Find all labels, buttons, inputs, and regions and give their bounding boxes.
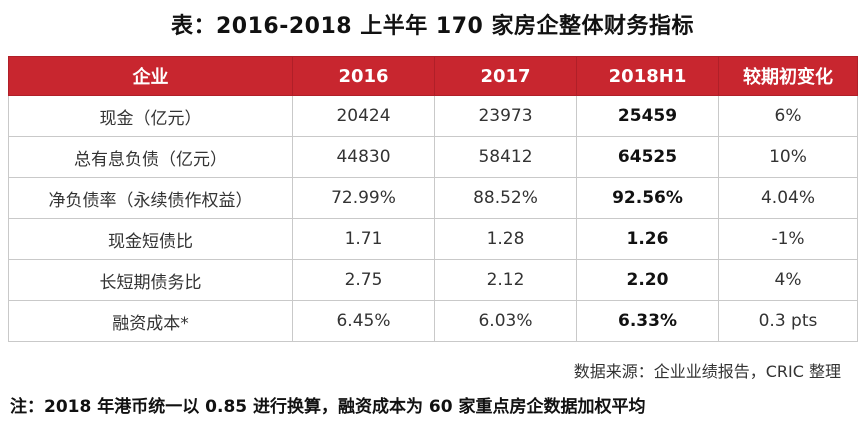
cell-2018h1: 1.26: [576, 218, 719, 260]
cell-2016: 2.75: [292, 259, 435, 301]
row-label: 现金短债比: [8, 218, 293, 260]
row-label: 净负债率（永续债作权益）: [8, 177, 293, 219]
row-label: 现金（亿元）: [8, 95, 293, 137]
financial-indicators-table: 企业 2016 2017 2018H1 较期初变化 现金（亿元） 20424 2…: [8, 56, 858, 342]
data-source-note: 数据来源：企业业绩报告，CRIC 整理: [573, 362, 841, 381]
cell-2018h1: 92.56%: [576, 177, 719, 219]
cell-change: 4.04%: [718, 177, 858, 219]
cell-2017: 58412: [434, 136, 577, 178]
row-label: 总有息负债（亿元）: [8, 136, 293, 178]
table-row: 净负债率（永续债作权益） 72.99% 88.52% 92.56% 4.04%: [8, 177, 858, 219]
column-header-2017: 2017: [434, 56, 577, 96]
column-header-2018h1: 2018H1: [576, 56, 719, 96]
row-label: 融资成本*: [8, 300, 293, 342]
table-row: 总有息负债（亿元） 44830 58412 64525 10%: [8, 136, 858, 178]
cell-2017: 1.28: [434, 218, 577, 260]
cell-2018h1: 2.20: [576, 259, 719, 301]
cell-2016: 6.45%: [292, 300, 435, 342]
column-header-2016: 2016: [292, 56, 435, 96]
cell-change: 6%: [718, 95, 858, 137]
cell-change: 10%: [718, 136, 858, 178]
cell-2016: 44830: [292, 136, 435, 178]
cell-2017: 6.03%: [434, 300, 577, 342]
cell-change: -1%: [718, 218, 858, 260]
cell-2018h1: 64525: [576, 136, 719, 178]
cell-change: 4%: [718, 259, 858, 301]
cell-2016: 1.71: [292, 218, 435, 260]
table-title: 表：2016-2018 上半年 170 家房企整体财务指标: [171, 14, 694, 39]
cell-2018h1: 6.33%: [576, 300, 719, 342]
cell-2016: 20424: [292, 95, 435, 137]
table-row: 现金（亿元） 20424 23973 25459 6%: [8, 95, 858, 137]
table-row: 融资成本* 6.45% 6.03% 6.33% 0.3 pts: [8, 300, 858, 342]
column-header-change: 较期初变化: [718, 56, 858, 96]
cell-2016: 72.99%: [292, 177, 435, 219]
cell-2018h1: 25459: [576, 95, 719, 137]
table-row: 现金短债比 1.71 1.28 1.26 -1%: [8, 218, 858, 260]
row-label: 长短期债务比: [8, 259, 293, 301]
column-header-company: 企业: [8, 56, 293, 96]
cell-change: 0.3 pts: [718, 300, 858, 342]
table-row: 长短期债务比 2.75 2.12 2.20 4%: [8, 259, 858, 301]
cell-2017: 88.52%: [434, 177, 577, 219]
cell-2017: 2.12: [434, 259, 577, 301]
footnote: 注：2018 年港币统一以 0.85 进行换算，融资成本为 60 家重点房企数据…: [10, 397, 646, 417]
header-row: 企业 2016 2017 2018H1 较期初变化: [8, 56, 858, 96]
cell-2017: 23973: [434, 95, 577, 137]
